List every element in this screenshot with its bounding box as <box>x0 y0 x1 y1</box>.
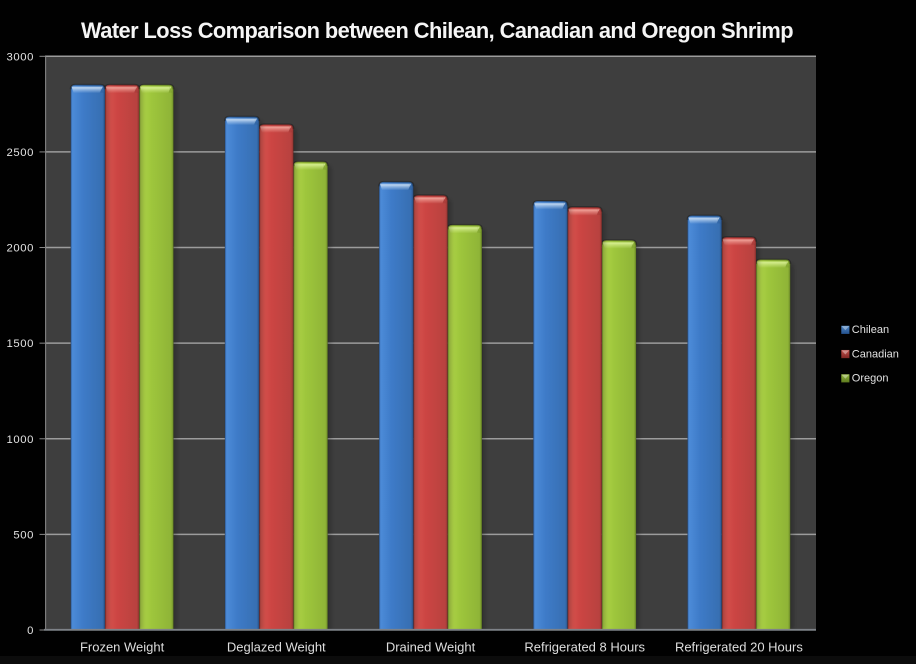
svg-text:Refrigerated 8 Hours: Refrigerated 8 Hours <box>524 640 645 655</box>
svg-text:Deglazed Weight: Deglazed Weight <box>227 640 326 655</box>
svg-text:Frozen Weight: Frozen Weight <box>80 640 165 655</box>
svg-text:2000: 2000 <box>6 243 34 255</box>
svg-text:Chilean: Chilean <box>852 324 889 336</box>
svg-text:3000: 3000 <box>6 51 34 63</box>
svg-text:Refrigerated 20 Hours: Refrigerated 20 Hours <box>675 640 803 655</box>
svg-text:Oregon: Oregon <box>852 373 889 385</box>
svg-text:500: 500 <box>13 529 34 541</box>
svg-text:Canadian: Canadian <box>852 348 899 360</box>
svg-text:0: 0 <box>27 625 34 637</box>
svg-text:1000: 1000 <box>6 434 34 446</box>
svg-text:Drained Weight: Drained Weight <box>386 640 476 655</box>
svg-text:1500: 1500 <box>6 338 34 350</box>
svg-text:Water Loss Comparison between: Water Loss Comparison between Chilean, C… <box>81 18 793 43</box>
svg-text:2500: 2500 <box>6 147 34 159</box>
